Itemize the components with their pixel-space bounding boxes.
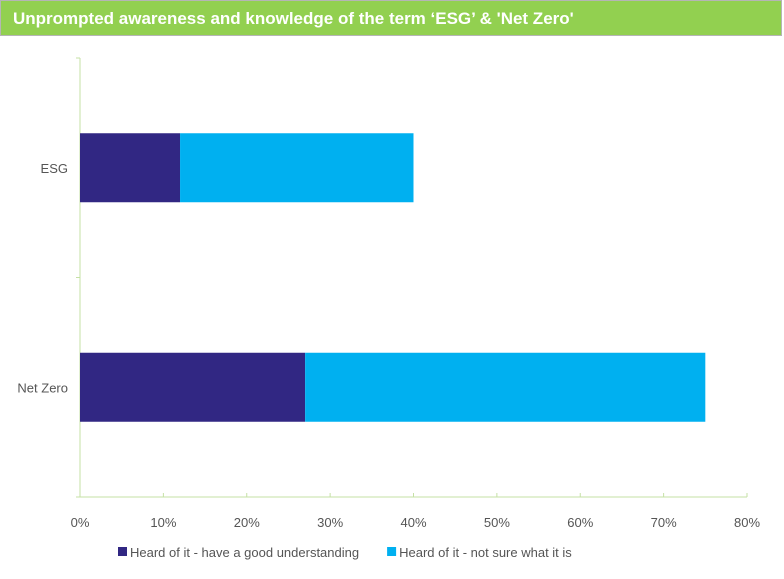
bar-good-understanding-net-zero [80, 352, 306, 422]
x-tick-label: 0% [71, 515, 90, 530]
legend-label: Heard of it - have a good understanding [130, 545, 359, 560]
legend-swatch [118, 547, 127, 556]
x-tick-label: 70% [651, 515, 677, 530]
x-tick-label: 60% [567, 515, 593, 530]
bar-not-sure-net-zero [305, 352, 706, 422]
chart-title: Unprompted awareness and knowledge of th… [0, 0, 782, 36]
x-tick-label: 30% [317, 515, 343, 530]
y-category-label: Net Zero [17, 380, 68, 395]
y-category-label: ESG [41, 161, 68, 176]
x-tick-label: 40% [400, 515, 426, 530]
x-tick-label: 50% [484, 515, 510, 530]
x-tick-label: 10% [150, 515, 176, 530]
legend-label: Heard of it - not sure what it is [399, 545, 572, 560]
legend-swatch [387, 547, 397, 556]
x-tick-label: 20% [234, 515, 260, 530]
x-tick-label: 80% [734, 515, 760, 530]
bar-good-understanding-esg [80, 133, 181, 203]
bar-not-sure-esg [180, 133, 414, 203]
